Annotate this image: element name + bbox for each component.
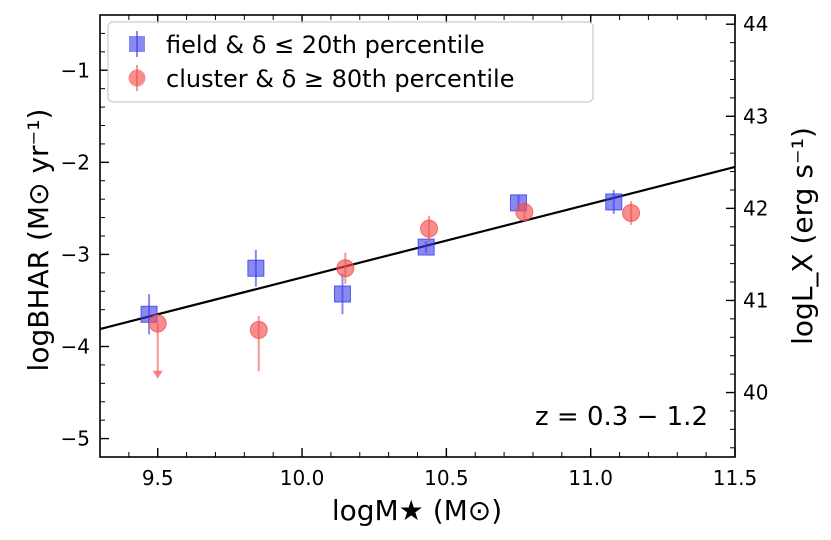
field-data-point xyxy=(247,259,265,277)
legend-box xyxy=(107,21,594,103)
y-tick-label: −1 xyxy=(61,58,90,82)
cluster-data-point xyxy=(420,219,439,238)
redshift-annotation: z = 0.3 − 1.2 xyxy=(535,402,708,432)
field-data-point xyxy=(605,193,623,211)
cluster-data-point xyxy=(336,259,355,278)
legend: field & δ ≤ 20th percentile cluster & δ ≥… xyxy=(107,21,594,103)
cluster-data-point xyxy=(249,320,268,339)
y-tick-label: −3 xyxy=(61,242,90,266)
data-marks xyxy=(140,189,641,379)
legend-marker-square xyxy=(129,36,145,52)
y-tick-label: −5 xyxy=(61,427,90,451)
x-tick-label: 9.5 xyxy=(142,466,174,490)
legend-entry-label: cluster & δ ≥ 80th percentile xyxy=(166,65,514,93)
y-tick-label: −4 xyxy=(61,335,90,359)
x-tick-label: 11.5 xyxy=(713,466,758,490)
plot-axes: 9.5 10.0 10.5 11.0 11.5 −1 −2 −3 −4 −5 44 43 42 41 40 xyxy=(61,12,769,490)
x-axis-label: logM★ (M⊙) xyxy=(332,494,502,527)
y-right-tick-label: 44 xyxy=(743,12,768,36)
y-axis-label-right: logL_X (erg s⁻¹) xyxy=(786,127,819,345)
y-tick-label: −2 xyxy=(61,150,90,174)
y-right-tick-label: 42 xyxy=(743,196,768,220)
legend-entry-label: field & δ ≤ 20th percentile xyxy=(166,31,485,59)
fit-line-group xyxy=(99,165,736,331)
upper-limit-arrowhead xyxy=(152,370,163,379)
x-tick-label: 10.5 xyxy=(424,466,469,490)
y-axis-label-left: logBHAR (M⊙ yr⁻¹) xyxy=(22,109,55,372)
y-right-tick-label: 41 xyxy=(743,288,768,312)
y-right-tick-label: 43 xyxy=(743,104,768,128)
cluster-data-point xyxy=(148,314,167,333)
legend-marker-circle xyxy=(128,69,146,87)
fit-line xyxy=(99,165,736,331)
field-data-point xyxy=(333,285,351,303)
cluster-data-point xyxy=(622,203,641,222)
cluster-data-point xyxy=(515,203,534,222)
y-right-tick-label: 40 xyxy=(743,381,768,405)
field-data-point xyxy=(417,238,435,256)
x-tick-label: 11.0 xyxy=(568,466,613,490)
x-tick-label: 10.0 xyxy=(280,466,325,490)
